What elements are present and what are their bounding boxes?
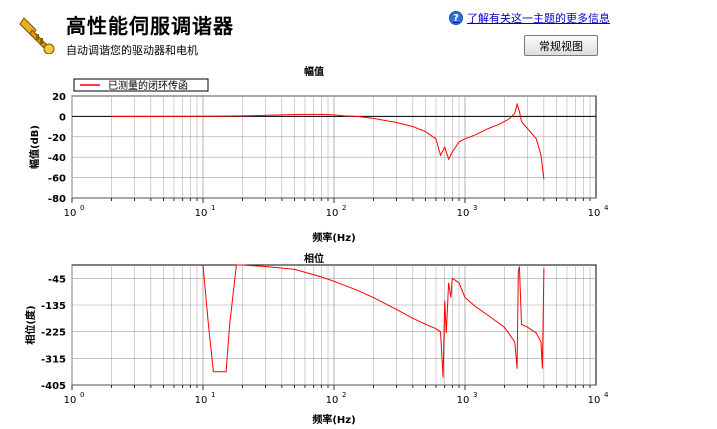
y-tick-label: 0 xyxy=(59,112,66,123)
y-tick-label: -60 xyxy=(48,174,66,185)
page-subtitle: 自动调谐您的驱动器和电机 xyxy=(66,44,198,57)
magnitude-y-label: 幅值(dB) xyxy=(28,125,41,169)
x-tick-label: 10 xyxy=(457,208,470,219)
x-tick-exponent: 3 xyxy=(473,204,477,212)
phase-plot-title: 相位 xyxy=(304,252,324,265)
magnitude-trace xyxy=(111,102,545,180)
y-tick-label: -45 xyxy=(48,274,66,285)
phase-plot: 相位 -45-135-225-315-405 10 0 10 1 10 2 10 3 10 4 相… xyxy=(24,252,609,426)
x-tick-label: 10 xyxy=(326,395,339,406)
magnitude-plot: 幅值 200-20-40-60-80 10 0 10 1 10 2 10 3 10 4 已测量的闭… xyxy=(28,65,609,244)
x-tick-exponent: 0 xyxy=(80,391,84,399)
phase-y-label: 相位(度) xyxy=(24,305,37,344)
help-link[interactable]: ? 了解有关这一主题的更多信息 xyxy=(449,10,610,26)
y-tick-label: -405 xyxy=(41,381,66,392)
magnitude-grid xyxy=(71,95,596,199)
x-tick-label: 10 xyxy=(457,395,470,406)
y-tick-label: -315 xyxy=(41,354,66,365)
x-tick-exponent: 2 xyxy=(342,391,346,399)
trumpet-icon xyxy=(18,10,58,55)
phase-x-label: 频率(Hz) xyxy=(312,413,355,426)
phase-y-ticks: -45 -135 -225 -315 -405 xyxy=(41,274,66,392)
phase-trace xyxy=(202,264,545,378)
y-tick-label: -20 xyxy=(48,133,66,144)
x-tick-label: 10 xyxy=(588,395,601,406)
magnitude-plot-title: 幅值 xyxy=(304,65,324,78)
x-tick-label: 10 xyxy=(195,395,208,406)
y-tick-label: -225 xyxy=(41,328,66,339)
y-tick-label: 20 xyxy=(52,92,66,103)
magnitude-x-label: 频率(Hz) xyxy=(312,231,355,244)
x-tick-label: 10 xyxy=(195,208,208,219)
x-tick-label: 10 xyxy=(64,208,77,219)
x-tick-label: 10 xyxy=(588,208,601,219)
magnitude-x-ticks: 10 0 10 1 10 2 10 3 10 4 xyxy=(64,198,609,219)
help-question-icon: ? xyxy=(449,11,463,25)
x-tick-exponent: 2 xyxy=(342,204,346,212)
y-tick-label: -40 xyxy=(48,153,66,164)
phase-grid xyxy=(71,265,596,386)
phase-x-ticks: 10 0 10 1 10 2 10 3 10 4 xyxy=(64,385,609,406)
help-link-label[interactable]: 了解有关这一主题的更多信息 xyxy=(467,12,610,25)
magnitude-y-ticks: 20 0 -20 -40 -60 -80 xyxy=(48,92,66,205)
x-tick-exponent: 3 xyxy=(473,391,477,399)
x-tick-exponent: 0 xyxy=(80,204,84,212)
legend-label: 已测量的闭环传函 xyxy=(108,79,188,92)
x-tick-label: 10 xyxy=(64,395,77,406)
x-tick-label: 10 xyxy=(326,208,339,219)
x-tick-exponent: 4 xyxy=(604,391,609,399)
x-tick-exponent: 1 xyxy=(211,391,215,399)
page-title: 高性能伺服调谐器 xyxy=(66,14,234,38)
legend-box xyxy=(73,78,209,92)
x-tick-exponent: 4 xyxy=(604,204,609,212)
normal-view-button[interactable]: 常规视图 xyxy=(524,35,598,56)
x-tick-exponent: 1 xyxy=(211,204,215,212)
y-tick-label: -135 xyxy=(41,301,66,312)
magnitude-legend: 已测量的闭环传函 xyxy=(73,78,209,92)
y-tick-label: -80 xyxy=(48,194,66,205)
